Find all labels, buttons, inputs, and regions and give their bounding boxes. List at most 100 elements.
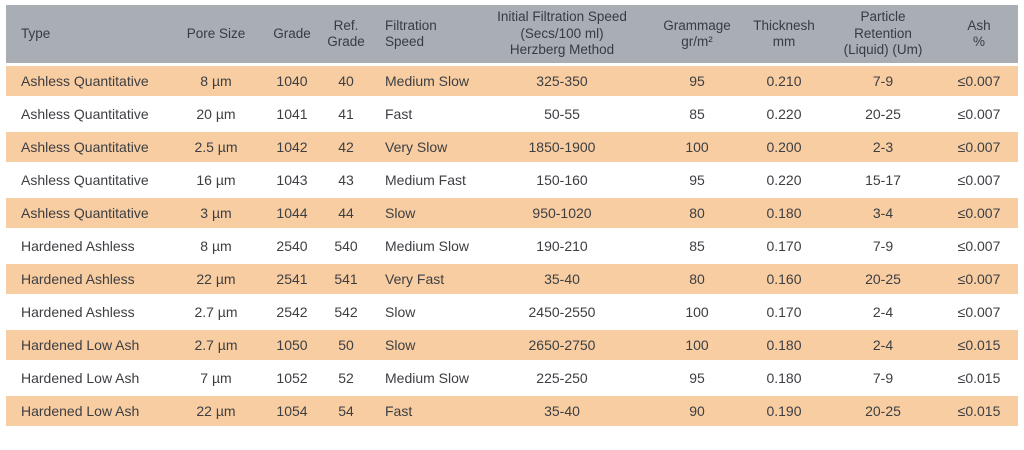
table-cell-type: Hardened Low Ash [6,363,170,393]
table-cell-ref-grade: 50 [322,330,370,360]
table-cell-filtration-speed: Fast [370,396,472,426]
table-cell-particle-retention: 2-4 [826,330,940,360]
table-cell-ref-grade: 54 [322,396,370,426]
col-header-ref-grade: Ref. Grade [322,5,370,63]
table-cell-initial-speed: 190-210 [472,231,652,261]
table-cell-ref-grade: 44 [322,198,370,228]
table-cell-particle-retention: 2-3 [826,132,940,162]
table-cell-type: Ashless Quantitative [6,198,170,228]
table-cell-grammage: 100 [652,132,742,162]
table-cell-grammage: 85 [652,99,742,129]
table-cell-pore-size: 16 µm [170,165,262,195]
table-cell-pore-size: 2.7 µm [170,297,262,327]
table-cell-grade: 2541 [262,264,322,294]
table-cell-initial-speed: 35-40 [472,396,652,426]
table-cell-type: Hardened Low Ash [6,396,170,426]
table-cell-grade: 1044 [262,198,322,228]
table-cell-filtration-speed: Medium Slow [370,66,472,96]
table-cell-filtration-speed: Slow [370,198,472,228]
table-cell-ash: ≤0.007 [940,231,1018,261]
table-cell-grammage: 80 [652,264,742,294]
table-cell-type: Ashless Quantitative [6,132,170,162]
table-cell-particle-retention: 15-17 [826,165,940,195]
table-cell-ash: ≤0.015 [940,396,1018,426]
table-cell-ref-grade: 541 [322,264,370,294]
col-header-thickness: Thicknesh mm [742,5,826,63]
table-cell-initial-speed: 150-160 [472,165,652,195]
table-cell-ash: ≤0.007 [940,99,1018,129]
table-cell-ref-grade: 542 [322,297,370,327]
table-cell-filtration-speed: Very Fast [370,264,472,294]
table-cell-pore-size: 22 µm [170,264,262,294]
table-cell-pore-size: 2.5 µm [170,132,262,162]
table-cell-pore-size: 7 µm [170,363,262,393]
table-cell-type: Ashless Quantitative [6,99,170,129]
col-header-pore-size: Pore Size [170,5,262,63]
table-row: Hardened Ashless 2.7 µm 2542 542 Slow 2450-25… [6,297,1018,327]
table-cell-ref-grade: 52 [322,363,370,393]
table-cell-thickness: 0.220 [742,165,826,195]
table-cell-grade: 1050 [262,330,322,360]
table-cell-thickness: 0.210 [742,66,826,96]
table-cell-grammage: 90 [652,396,742,426]
table-cell-filtration-speed: Medium Slow [370,363,472,393]
table-cell-grade: 1041 [262,99,322,129]
table-cell-ash: ≤0.007 [940,198,1018,228]
table-cell-type: Hardened Ashless [6,264,170,294]
header-row: Type Pore Size Grade Ref. Grade Filtrati… [6,5,1018,63]
table-cell-filtration-speed: Fast [370,99,472,129]
table-cell-initial-speed: 225-250 [472,363,652,393]
table-cell-grade: 1043 [262,165,322,195]
table-cell-particle-retention: 7-9 [826,363,940,393]
table-cell-thickness: 0.170 [742,231,826,261]
table-cell-grade: 1042 [262,132,322,162]
table-row: Ashless Quantitative 3 µm 1044 44 Slow 950-10… [6,198,1018,228]
table-cell-particle-retention: 7-9 [826,66,940,96]
col-header-grammage: Grammage gr/m² [652,5,742,63]
table-cell-grade: 2542 [262,297,322,327]
table-cell-grammage: 95 [652,165,742,195]
table-cell-type: Hardened Low Ash [6,330,170,360]
table-row: Hardened Low Ash 2.7 µm 1050 50 Slow 2650-275… [6,330,1018,360]
table-cell-ref-grade: 43 [322,165,370,195]
table-body: Ashless Quantitative 8 µm 1040 40 Medium Slo… [6,66,1018,426]
col-header-filtration-speed: Filtration Speed [370,5,472,63]
table-cell-filtration-speed: Slow [370,297,472,327]
table-cell-ref-grade: 540 [322,231,370,261]
table-cell-pore-size: 22 µm [170,396,262,426]
table-cell-thickness: 0.180 [742,363,826,393]
table-cell-thickness: 0.170 [742,297,826,327]
col-header-particle-retention: Particle Retention (Liquid) (Um) [826,5,940,63]
table-cell-thickness: 0.220 [742,99,826,129]
table-row: Hardened Low Ash 7 µm 1052 52 Medium Slow 225… [6,363,1018,393]
table-cell-ash: ≤0.007 [940,165,1018,195]
table-cell-ash: ≤0.007 [940,264,1018,294]
filter-paper-spec-table: Type Pore Size Grade Ref. Grade Filtrati… [6,2,1018,429]
table-cell-filtration-speed: Medium Slow [370,231,472,261]
table-cell-grade: 2540 [262,231,322,261]
table-cell-initial-speed: 1850-1900 [472,132,652,162]
table-row: Ashless Quantitative 8 µm 1040 40 Medium Slo… [6,66,1018,96]
table-cell-particle-retention: 20-25 [826,99,940,129]
table-cell-initial-speed: 35-40 [472,264,652,294]
table-cell-initial-speed: 2650-2750 [472,330,652,360]
table-row: Ashless Quantitative 16 µm 1043 43 Medium Fa… [6,165,1018,195]
table-row: Hardened Low Ash 22 µm 1054 54 Fast 35-40 90 0.… [6,396,1018,426]
table-cell-particle-retention: 3-4 [826,198,940,228]
table-cell-grammage: 100 [652,297,742,327]
table-cell-grade: 1054 [262,396,322,426]
table-cell-filtration-speed: Medium Fast [370,165,472,195]
table-cell-pore-size: 20 µm [170,99,262,129]
col-header-ash: Ash % [940,5,1018,63]
table-cell-ref-grade: 40 [322,66,370,96]
table-cell-ash: ≤0.007 [940,132,1018,162]
table-cell-ash: ≤0.007 [940,297,1018,327]
table-cell-filtration-speed: Slow [370,330,472,360]
table-cell-ash: ≤0.015 [940,330,1018,360]
table-cell-ash: ≤0.015 [940,363,1018,393]
table-cell-thickness: 0.180 [742,330,826,360]
table-row: Ashless Quantitative 2.5 µm 1042 42 Very Slo… [6,132,1018,162]
table-cell-grade: 1040 [262,66,322,96]
table-cell-type: Hardened Ashless [6,297,170,327]
